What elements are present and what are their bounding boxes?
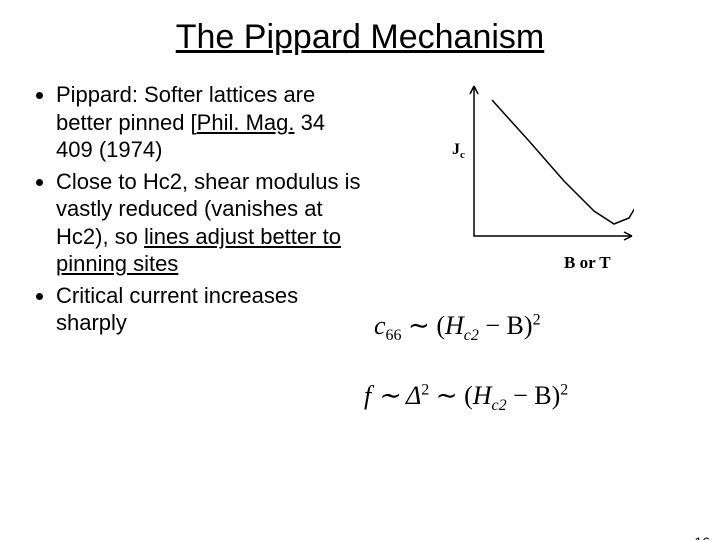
bullet-3: Critical current increases sharply [56, 282, 364, 337]
eq2-sq2: 2 [560, 381, 568, 398]
eq1-sq: 2 [533, 311, 541, 328]
bullet-list: Pippard: Softer lattices are better pinn… [34, 81, 364, 341]
page-number: 16 [694, 534, 710, 540]
eq2-minusB: − B) [507, 381, 561, 410]
bullet-2: Close to Hc2, shear modulus is vastly re… [56, 168, 364, 278]
eq2-f: f ∼ Δ [364, 381, 421, 410]
eq1-c2: c2 [464, 327, 479, 344]
y-axis-label-main: J [452, 141, 460, 158]
right-column: Jc B or T c66 ∼ (Hc2 − B)2 f ∼ Δ2 ∼ (Hc2… [364, 81, 686, 341]
body-row: Pippard: Softer lattices are better pinn… [0, 81, 720, 341]
bullet-1-underline: Phil. Mag. [197, 110, 295, 135]
bullet-1: Pippard: Softer lattices are better pinn… [56, 81, 364, 164]
eq2-c2: c2 [492, 397, 507, 414]
eq2-H: H [473, 381, 492, 410]
equation-f: f ∼ Δ2 ∼ (Hc2 − B)2 [364, 381, 568, 415]
y-axis-label: Jc [452, 141, 465, 161]
y-axis-label-sub: c [460, 149, 465, 161]
eq1-sub66: 66 [386, 327, 402, 344]
eq1-H: H [445, 311, 464, 340]
jc-chart: Jc B or T [424, 81, 634, 246]
eq2-mid: ∼ ( [429, 381, 472, 410]
eq1-tilde: ∼ ( [402, 311, 445, 340]
slide: The Pippard Mechanism Pippard: Softer la… [0, 18, 720, 540]
eq1-c: c [374, 311, 386, 340]
eq1-minusB: − B) [479, 311, 533, 340]
x-axis-label: B or T [564, 253, 611, 273]
equation-c66: c66 ∼ (Hc2 − B)2 [374, 311, 541, 345]
slide-title: The Pippard Mechanism [0, 18, 720, 57]
